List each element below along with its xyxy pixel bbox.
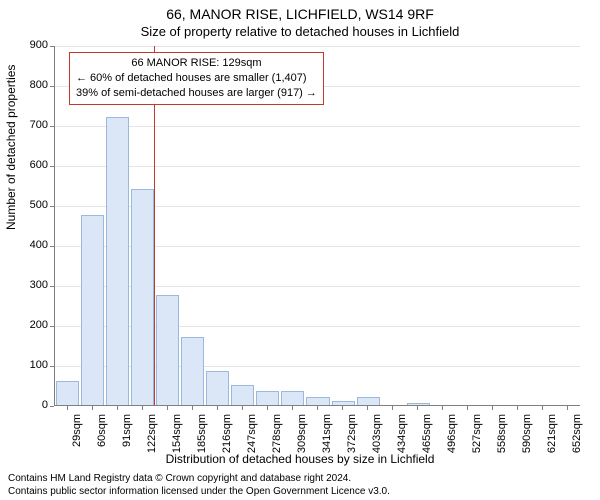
annotation-line3: 39% of semi-detached houses are larger (… [76, 86, 317, 101]
x-tick-label: 185sqm [196, 414, 208, 458]
x-tick-label: 621sqm [546, 414, 558, 458]
page-title-line2: Size of property relative to detached ho… [0, 24, 600, 39]
plot-area: 66 MANOR RISE: 129sqm ← 60% of detached … [54, 46, 580, 406]
histogram-bar [106, 117, 129, 405]
y-tick-mark [50, 406, 54, 407]
x-tick-label: 278sqm [271, 414, 283, 458]
annotation-line2: ← 60% of detached houses are smaller (1,… [76, 71, 317, 86]
footer-line2: Contains public sector information licen… [8, 486, 592, 499]
y-tick-mark [50, 86, 54, 87]
x-tick-mark [317, 406, 318, 410]
x-tick-mark [67, 406, 68, 410]
x-tick-label: 309sqm [296, 414, 308, 458]
x-tick-label: 154sqm [171, 414, 183, 458]
x-tick-label: 590sqm [521, 414, 533, 458]
y-tick-label: 0 [8, 399, 48, 411]
footer: Contains HM Land Registry data © Crown c… [8, 473, 592, 498]
y-tick-label: 500 [8, 199, 48, 211]
histogram-bar [281, 391, 304, 405]
y-tick-label: 400 [8, 239, 48, 251]
y-tick-mark [50, 326, 54, 327]
x-tick-mark [242, 406, 243, 410]
footer-line1: Contains HM Land Registry data © Crown c… [8, 473, 592, 486]
x-tick-label: 91sqm [121, 414, 133, 458]
x-tick-mark [292, 406, 293, 410]
annotation-line1: 66 MANOR RISE: 129sqm [76, 56, 317, 71]
x-tick-mark [342, 406, 343, 410]
y-tick-mark [50, 166, 54, 167]
y-tick-mark [50, 206, 54, 207]
histogram-bar [206, 371, 229, 405]
x-tick-label: 247sqm [246, 414, 258, 458]
x-tick-label: 496sqm [446, 414, 458, 458]
histogram-bar [181, 337, 204, 405]
histogram-bar [407, 403, 430, 405]
x-tick-label: 60sqm [96, 414, 108, 458]
x-tick-label: 341sqm [321, 414, 333, 458]
y-tick-label: 200 [8, 319, 48, 331]
y-tick-mark [50, 246, 54, 247]
x-tick-label: 403sqm [371, 414, 383, 458]
x-tick-mark [217, 406, 218, 410]
x-tick-label: 558sqm [496, 414, 508, 458]
x-tick-label: 122sqm [146, 414, 158, 458]
y-tick-label: 800 [8, 79, 48, 91]
x-tick-mark [492, 406, 493, 410]
chart-container: 66, MANOR RISE, LICHFIELD, WS14 9RF Size… [0, 0, 600, 500]
histogram-bar [81, 215, 104, 405]
y-tick-label: 900 [8, 39, 48, 51]
y-tick-label: 100 [8, 359, 48, 371]
y-tick-mark [50, 126, 54, 127]
x-tick-mark [167, 406, 168, 410]
histogram-bar [56, 381, 79, 405]
grid-line [55, 46, 580, 47]
annotation-box: 66 MANOR RISE: 129sqm ← 60% of detached … [69, 52, 324, 105]
x-tick-mark [267, 406, 268, 410]
page-title-line1: 66, MANOR RISE, LICHFIELD, WS14 9RF [0, 6, 600, 22]
y-tick-mark [50, 46, 54, 47]
histogram-bar [231, 385, 254, 405]
x-tick-label: 465sqm [421, 414, 433, 458]
histogram-bar [156, 295, 179, 405]
histogram-bar [131, 189, 154, 405]
x-tick-mark [367, 406, 368, 410]
x-tick-mark [467, 406, 468, 410]
histogram-bar [306, 397, 329, 405]
x-tick-mark [142, 406, 143, 410]
y-tick-label: 700 [8, 119, 48, 131]
x-tick-label: 29sqm [71, 414, 83, 458]
x-tick-label: 527sqm [471, 414, 483, 458]
y-tick-label: 600 [8, 159, 48, 171]
y-tick-mark [50, 366, 54, 367]
x-tick-mark [417, 406, 418, 410]
x-tick-mark [517, 406, 518, 410]
y-tick-mark [50, 286, 54, 287]
grid-line [55, 126, 580, 127]
histogram-bar [256, 391, 279, 405]
histogram-bar [357, 397, 380, 405]
x-tick-label: 652sqm [571, 414, 583, 458]
grid-line [55, 166, 580, 167]
x-tick-mark [92, 406, 93, 410]
x-tick-mark [442, 406, 443, 410]
x-tick-mark [392, 406, 393, 410]
x-tick-mark [567, 406, 568, 410]
x-tick-mark [117, 406, 118, 410]
y-tick-label: 300 [8, 279, 48, 291]
x-tick-label: 434sqm [396, 414, 408, 458]
x-tick-label: 372sqm [346, 414, 358, 458]
x-tick-mark [542, 406, 543, 410]
histogram-bar [332, 401, 355, 405]
x-tick-mark [192, 406, 193, 410]
x-tick-label: 216sqm [221, 414, 233, 458]
